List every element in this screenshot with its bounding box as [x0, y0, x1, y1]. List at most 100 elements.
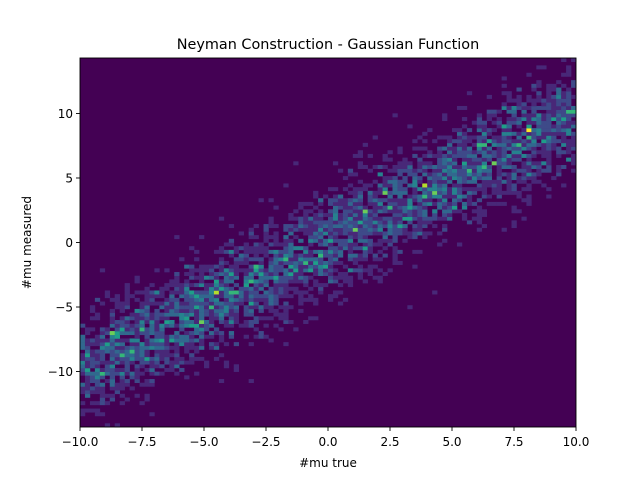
heatmap-cell: [382, 253, 388, 258]
heatmap-cell: [541, 113, 547, 118]
heatmap-cell: [501, 83, 507, 88]
heatmap-cell: [471, 153, 478, 158]
heatmap-cell: [154, 308, 160, 313]
heatmap-cell: [94, 334, 101, 339]
heatmap-cell: [397, 168, 403, 173]
heatmap-cell: [402, 157, 408, 162]
heatmap-cell: [392, 235, 398, 240]
heatmap-cell: [466, 157, 473, 162]
heatmap-cell: [243, 257, 249, 262]
heatmap-cell: [208, 290, 215, 295]
heatmap-cell: [546, 142, 552, 147]
heatmap-cell: [308, 235, 314, 240]
heatmap-cell: [456, 142, 463, 147]
heatmap-cell: [149, 327, 155, 332]
heatmap-cell: [432, 172, 438, 177]
heatmap-cell: [318, 290, 324, 295]
heatmap-cell: [263, 290, 269, 295]
heatmap-cell: [561, 131, 567, 136]
heatmap-cell: [104, 393, 111, 398]
heatmap-cell: [531, 139, 537, 144]
heatmap-cell: [194, 319, 200, 324]
heatmap-cell: [233, 275, 240, 280]
heatmap-cell: [536, 161, 542, 166]
heatmap-cell: [521, 146, 527, 151]
heatmap-cell: [397, 260, 403, 265]
heatmap-cell: [139, 345, 145, 350]
heatmap-cell: [194, 371, 200, 376]
heatmap-cell: [278, 257, 284, 262]
heatmap-cell: [228, 275, 235, 280]
heatmap-cell: [422, 161, 428, 166]
heatmap-cell: [536, 165, 542, 169]
heatmap-cell: [164, 305, 170, 310]
heatmap-cell: [174, 356, 180, 361]
heatmap-cell: [238, 286, 244, 291]
heatmap-cell: [213, 305, 220, 310]
heatmap-cell: [511, 157, 517, 162]
heatmap-cell: [308, 216, 314, 221]
heatmap-cell: [337, 216, 344, 221]
heatmap-cell: [184, 264, 190, 269]
y-tick-label: 5: [65, 171, 73, 185]
heatmap-cell: [417, 157, 423, 162]
heatmap-cell: [218, 272, 225, 277]
heatmap-cell: [318, 209, 324, 214]
heatmap-cell: [119, 401, 125, 406]
heatmap-cell: [526, 187, 532, 192]
heatmap-cell: [253, 297, 259, 302]
heatmap-cell: [164, 356, 170, 361]
heatmap-cell: [496, 120, 502, 125]
heatmap-cell: [342, 297, 349, 302]
heatmap-cell: [223, 360, 230, 365]
heatmap-cells: [80, 58, 577, 428]
heatmap-cell: [427, 172, 433, 177]
heatmap-cell: [199, 308, 205, 313]
heatmap-cell: [546, 117, 552, 122]
heatmap-cell: [114, 353, 120, 358]
heatmap-cell: [402, 187, 408, 192]
heatmap-cell: [437, 172, 443, 177]
heatmap-cell: [308, 260, 314, 265]
heatmap-cell: [94, 367, 101, 372]
heatmap-cell: [243, 242, 249, 247]
heatmap-cell: [452, 172, 458, 177]
heatmap-cell: [461, 146, 468, 151]
heatmap-cell: [114, 297, 120, 302]
heatmap-cell: [129, 356, 135, 361]
heatmap-cell: [382, 179, 388, 184]
heatmap-cell: [461, 205, 468, 210]
heatmap-cell: [109, 356, 116, 361]
heatmap-cell: [134, 316, 140, 321]
heatmap-cell: [258, 297, 264, 302]
heatmap-cell: [372, 179, 378, 184]
heatmap-cell: [303, 290, 309, 295]
heatmap-cell: [362, 209, 368, 214]
heatmap-cell: [447, 205, 453, 210]
heatmap-cell: [412, 190, 418, 195]
heatmap-cell: [288, 268, 294, 273]
heatmap-cell: [496, 179, 502, 184]
heatmap-cell: [461, 168, 468, 173]
heatmap-cell: [204, 268, 210, 273]
heatmap-cell: [328, 242, 334, 247]
heatmap-cell: [283, 283, 289, 288]
heatmap-cell: [159, 323, 165, 328]
heatmap-cell: [243, 319, 249, 324]
heatmap-cell: [80, 390, 86, 395]
heatmap-cell: [233, 316, 240, 321]
heatmap-cell: [189, 323, 195, 328]
heatmap-cell: [94, 412, 101, 417]
heatmap-cell: [189, 301, 195, 306]
heatmap-cell: [531, 109, 537, 114]
heatmap-cell: [129, 312, 135, 317]
heatmap-cell: [541, 161, 547, 166]
heatmap-cell: [442, 113, 448, 118]
heatmap-cell: [318, 216, 324, 221]
heatmap-cell: [184, 279, 190, 284]
heatmap-cell: [99, 382, 106, 387]
heatmap-cell: [432, 187, 438, 192]
heatmap-cell: [184, 345, 190, 350]
heatmap-cell: [248, 301, 254, 306]
heatmap-cell: [352, 227, 359, 232]
